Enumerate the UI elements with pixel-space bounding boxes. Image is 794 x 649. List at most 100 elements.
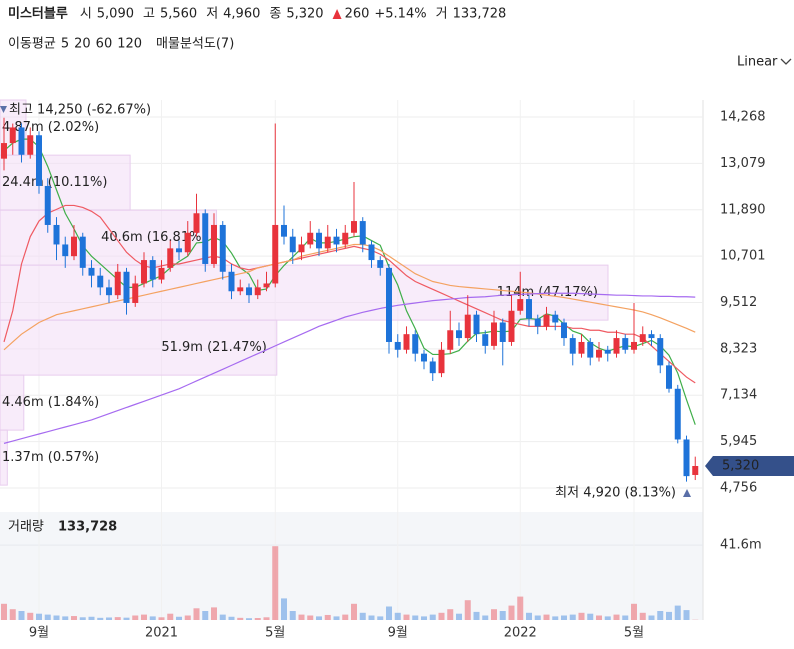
- volume-bar: [27, 612, 34, 620]
- candle-body: [561, 322, 567, 339]
- candle-body: [394, 341, 401, 350]
- candle-body: [254, 287, 261, 296]
- profile-label: 1.37m (0.57%): [2, 450, 99, 465]
- volume-bar: [552, 616, 559, 620]
- volume-bar: [114, 617, 121, 620]
- candle-body: [386, 267, 392, 342]
- volume-bar: [71, 616, 77, 620]
- volume-bar: [674, 605, 681, 620]
- volume-bar: [167, 613, 174, 620]
- y-tick-label: 9,512: [720, 295, 757, 310]
- field-label: 거: [436, 7, 448, 22]
- candle-body: [211, 224, 217, 264]
- volume-bar: [596, 615, 602, 620]
- candle-body: [351, 221, 357, 233]
- max-label: 최고 14,250 (-62.67%): [9, 103, 151, 118]
- volume-bar: [289, 611, 296, 620]
- change-arrow: [332, 9, 342, 19]
- volume-bar: [246, 618, 252, 620]
- candle-body: [263, 283, 270, 288]
- candle-body: [657, 338, 664, 366]
- candle-body: [517, 299, 524, 311]
- x-tick-label: 9월: [388, 626, 408, 641]
- volume-bar: [88, 616, 95, 620]
- volume-bar: [333, 616, 340, 620]
- legend-entry: 60: [96, 37, 113, 52]
- volume-bar: [403, 614, 410, 620]
- candle-body: [246, 287, 252, 296]
- volume-bar: [534, 615, 541, 620]
- candle-body: [508, 310, 515, 342]
- scale-toggle[interactable]: Linear: [737, 55, 778, 70]
- ma-line: [3, 243, 696, 351]
- volume-bar: [237, 617, 244, 620]
- volume-bar: [368, 615, 375, 620]
- volume-bar: [499, 611, 506, 620]
- volume-bar: [53, 615, 60, 620]
- volume-bar: [36, 613, 42, 620]
- candle-body: [499, 322, 506, 342]
- volume-title: 거래량: [8, 520, 44, 535]
- min-label: 최저 4,920 (8.13%): [555, 486, 676, 501]
- volume-bar: [386, 606, 392, 620]
- candle-body: [464, 314, 471, 339]
- volume-bar: [1, 603, 7, 620]
- field-value: 5,090: [97, 7, 134, 22]
- volume-bar: [508, 605, 515, 620]
- volume-bar: [473, 611, 480, 620]
- volume-last: 133,728: [58, 520, 117, 535]
- volume-bar: [421, 616, 427, 620]
- candle-body: [281, 224, 287, 237]
- y-tick-label: 5,945: [720, 434, 757, 449]
- candle-body: [482, 334, 489, 346]
- candle-body: [421, 353, 427, 362]
- legend-title: 이동평균: [8, 37, 56, 52]
- volume-bar: [613, 614, 620, 620]
- candle-body: [88, 267, 95, 276]
- field-value: 5,560: [160, 7, 197, 22]
- volume-bar: [622, 615, 629, 620]
- volume-bar: [263, 617, 270, 620]
- last-price-label: 5,320: [722, 458, 759, 473]
- volume-bar: [123, 617, 130, 620]
- field-label: 종: [269, 7, 281, 22]
- candle-body: [622, 338, 629, 350]
- candle-body: [79, 236, 86, 268]
- volume-bar: [202, 611, 209, 620]
- volume-bar: [219, 614, 226, 620]
- x-tick-label: 5월: [624, 626, 644, 641]
- volume-bar: [342, 614, 349, 620]
- candle-body: [473, 314, 480, 335]
- volume-bar: [141, 614, 147, 620]
- volume-bar: [482, 615, 489, 620]
- candle-body: [692, 465, 699, 475]
- profile-box: [0, 154, 131, 211]
- candle-body: [132, 283, 139, 303]
- candle-body: [631, 341, 637, 350]
- volume-bar: [281, 598, 287, 620]
- candle-body: [368, 244, 375, 261]
- volume-bar: [316, 616, 322, 620]
- volume-bar: [447, 609, 454, 620]
- volume-bar: [429, 614, 436, 620]
- volume-bar: [526, 612, 532, 620]
- candle-body: [491, 322, 497, 346]
- candle-body: [447, 330, 454, 350]
- candle-body: [359, 221, 366, 245]
- candle-body: [596, 349, 602, 358]
- candle-body: [193, 213, 200, 233]
- field-value: 4,960: [223, 7, 260, 22]
- change: 260: [345, 7, 370, 22]
- candle-body: [316, 232, 322, 249]
- volume-bar: [184, 615, 191, 620]
- candle-body: [613, 338, 620, 354]
- volume-bar: [211, 607, 217, 620]
- candle-body: [141, 260, 147, 284]
- candle-body: [578, 341, 585, 354]
- profile-label: 24.4m (10.11%): [2, 175, 107, 190]
- chevron[interactable]: [780, 58, 792, 65]
- x-tick-label: 2021: [145, 626, 178, 641]
- volume-bar: [456, 613, 462, 620]
- max-marker: [0, 106, 7, 113]
